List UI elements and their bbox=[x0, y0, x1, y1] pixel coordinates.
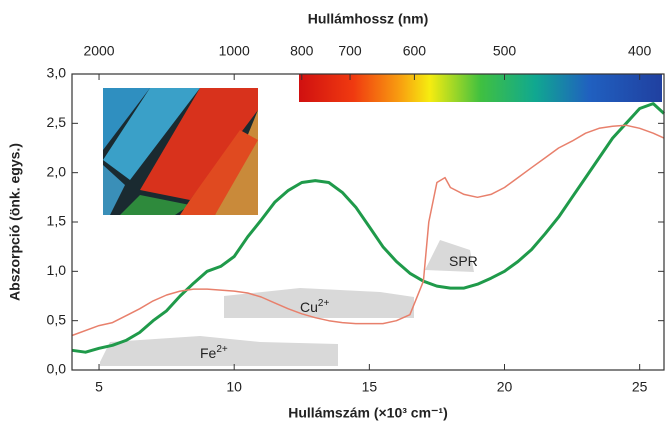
cu-band bbox=[224, 288, 414, 318]
y-tick-label: 1,0 bbox=[47, 262, 67, 278]
x-tick-label: 20 bbox=[497, 379, 513, 395]
x2-tick-label: 700 bbox=[338, 43, 362, 59]
y-tick-label: 1,5 bbox=[47, 213, 67, 229]
x-tick-label: 25 bbox=[632, 379, 648, 395]
y-tick-label: 0,5 bbox=[47, 311, 67, 327]
annotation-sup: 2+ bbox=[318, 298, 330, 309]
annotation-text: Fe bbox=[200, 345, 217, 361]
y-tick-label: 2,5 bbox=[47, 114, 67, 130]
x-tick-label: 5 bbox=[95, 379, 103, 395]
y-tick-label: 3,0 bbox=[47, 65, 67, 81]
x2-tick-label: 2000 bbox=[83, 43, 114, 59]
top-axis-title: Hullámhossz (nm) bbox=[308, 11, 429, 27]
series-line bbox=[71, 124, 665, 337]
y-axis-title: Abszorpció (önk. egys.) bbox=[7, 143, 23, 301]
annotation: Fe2+ bbox=[200, 344, 228, 361]
x2-tick-label: 1000 bbox=[219, 43, 250, 59]
spr-band bbox=[425, 240, 474, 272]
y-tick-label: 2,0 bbox=[47, 163, 67, 179]
annotation: SPR bbox=[449, 253, 478, 269]
annotation: Cu2+ bbox=[300, 298, 329, 315]
y-tick-label: 0,0 bbox=[47, 361, 67, 377]
x2-tick-label: 500 bbox=[493, 43, 517, 59]
annotation-text: Cu bbox=[300, 299, 318, 315]
x2-tick-label: 600 bbox=[403, 43, 427, 59]
x-tick-label: 10 bbox=[226, 379, 242, 395]
series-line bbox=[71, 102, 666, 354]
spectrum-bar bbox=[299, 74, 662, 102]
x2-tick-label: 800 bbox=[290, 43, 314, 59]
inset-image bbox=[103, 88, 258, 215]
annotation-text: SPR bbox=[449, 253, 478, 269]
fe-band bbox=[100, 336, 338, 366]
x-tick-label: 15 bbox=[362, 379, 378, 395]
x-axis-title: Hullámszám (×10³ cm⁻¹) bbox=[288, 405, 448, 421]
annotation-sup: 2+ bbox=[216, 344, 228, 355]
x2-tick-label: 400 bbox=[628, 43, 652, 59]
